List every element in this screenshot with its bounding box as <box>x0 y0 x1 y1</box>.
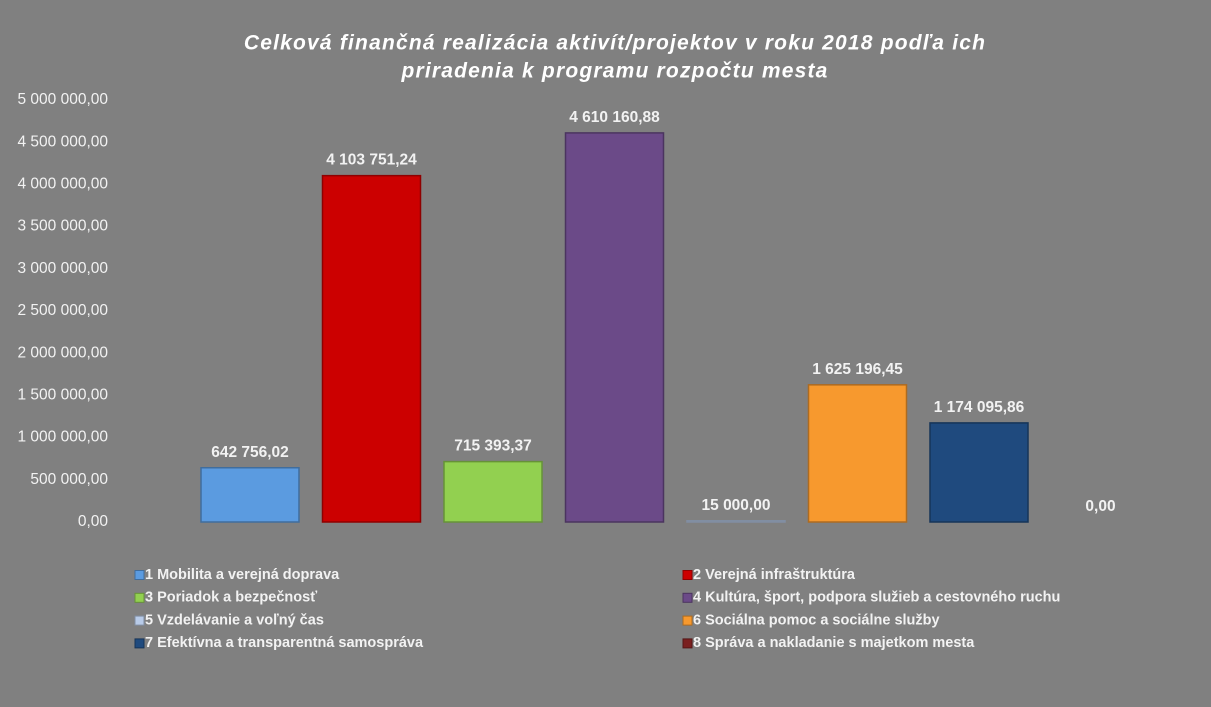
chart-title: priradenia k programu rozpočtu mesta <box>400 60 828 83</box>
chart-title: Celková finančná realizácia aktivít/proj… <box>244 32 986 55</box>
value-label: 1 174 095,86 <box>934 399 1025 416</box>
y-tick-label: 2 500 000,00 <box>17 302 108 319</box>
y-tick-label: 1 000 000,00 <box>17 429 108 446</box>
legend-label: 2 Verejná infraštruktúra <box>693 567 856 583</box>
legend-label: 1 Mobilita a verejná doprava <box>145 567 340 583</box>
legend-swatch <box>682 638 693 649</box>
y-tick-label: 3 000 000,00 <box>17 260 108 277</box>
value-label: 4 610 160,88 <box>569 109 660 126</box>
y-tick-label: 500 000,00 <box>30 471 108 488</box>
value-label: 1 625 196,45 <box>812 361 903 378</box>
bar <box>564 132 665 523</box>
bar <box>443 460 543 523</box>
legend-swatch <box>134 615 145 626</box>
legend-label: 6 Sociálna pomoc a sociálne služby <box>693 612 940 628</box>
legend-swatch <box>682 592 693 603</box>
value-label: 715 393,37 <box>454 438 532 455</box>
value-label: 0,00 <box>1085 498 1115 515</box>
y-tick-label: 4 500 000,00 <box>17 133 108 150</box>
y-tick-label: 2 000 000,00 <box>17 344 108 361</box>
y-tick-label: 3 500 000,00 <box>17 218 108 235</box>
bar <box>686 519 786 523</box>
legend-swatch <box>682 615 693 626</box>
bar <box>807 384 908 523</box>
legend-swatch <box>134 638 145 649</box>
legend-label: 8 Správa a nakladanie s majetkom mesta <box>693 635 975 651</box>
legend-label: 3 Poriadok a bezpečnosť <box>145 590 317 606</box>
y-tick-label: 4 000 000,00 <box>17 175 108 192</box>
value-label: 4 103 751,24 <box>326 152 417 169</box>
value-label: 15 000,00 <box>702 497 771 514</box>
bar <box>200 467 300 523</box>
y-tick-label: 5 000 000,00 <box>17 91 108 108</box>
bar <box>929 422 1029 523</box>
value-label: 642 756,02 <box>211 444 289 461</box>
y-tick-label: 1 500 000,00 <box>17 386 108 403</box>
legend-swatch <box>134 570 145 580</box>
legend-swatch <box>682 570 693 580</box>
y-tick-label: 0,00 <box>78 513 109 530</box>
legend-label: 4 Kultúra, šport, podpora služieb a cest… <box>693 590 1060 606</box>
bar <box>321 174 422 523</box>
legend-label: 7 Efektívna a transparentná samospráva <box>145 635 424 651</box>
legend-swatch <box>134 592 145 603</box>
legend-label: 5 Vzdelávanie a voľný čas <box>145 612 324 628</box>
